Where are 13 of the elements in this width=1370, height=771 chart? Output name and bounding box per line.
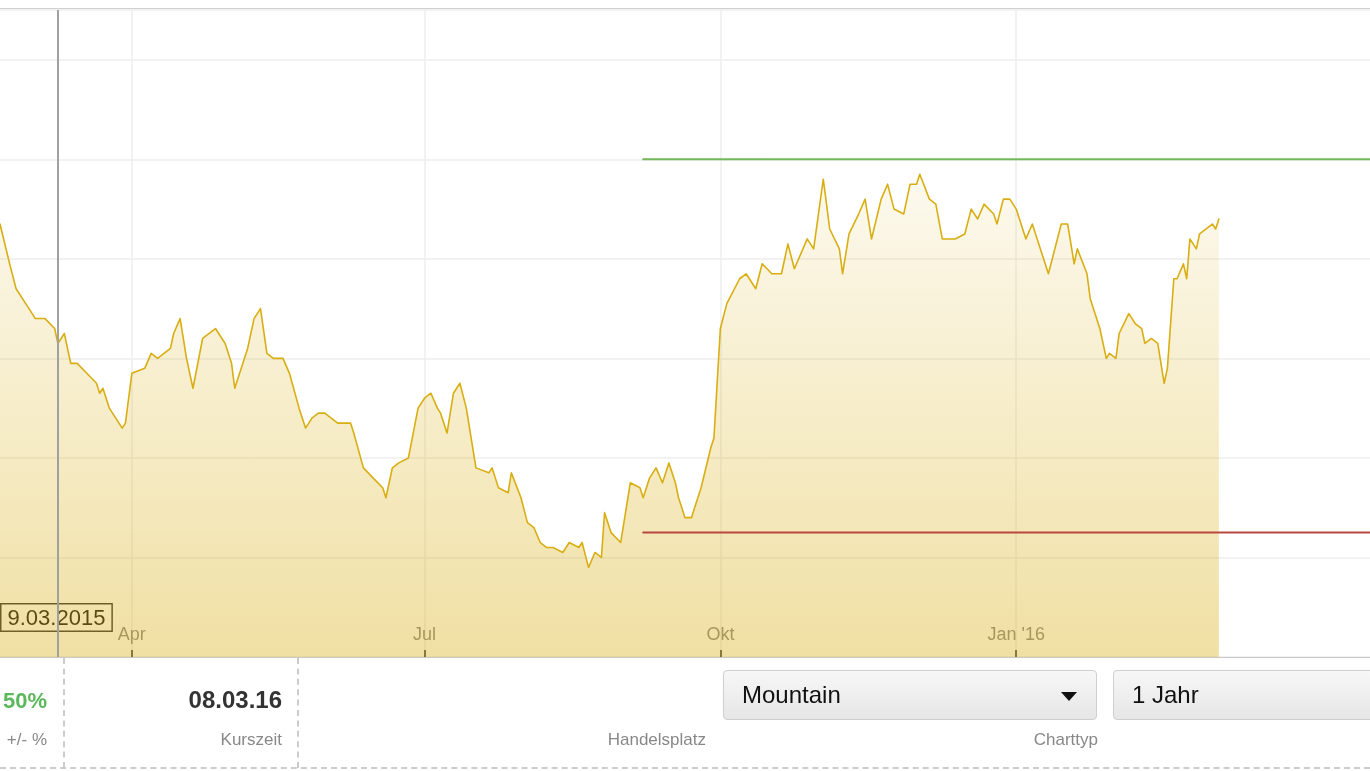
text: 08.03.16 [187, 686, 282, 714]
dropdown: Mountain [723, 670, 1097, 720]
dropdown: 1 Jahr [1113, 670, 1370, 720]
text: Kurszeit [219, 730, 282, 750]
x-tick-label: Okt [706, 624, 735, 644]
x-tick-label: Apr [117, 624, 146, 644]
text: Handelsplatz [606, 730, 706, 750]
x-tick-label: Jul [413, 624, 437, 644]
text: +/- % [5, 730, 47, 750]
ref-line-label: 9.03.2015 [7, 605, 106, 630]
text: 50% [1, 688, 47, 714]
text: Charttyp [1032, 730, 1098, 750]
x-tick-label: Jan '16 [987, 624, 1045, 644]
